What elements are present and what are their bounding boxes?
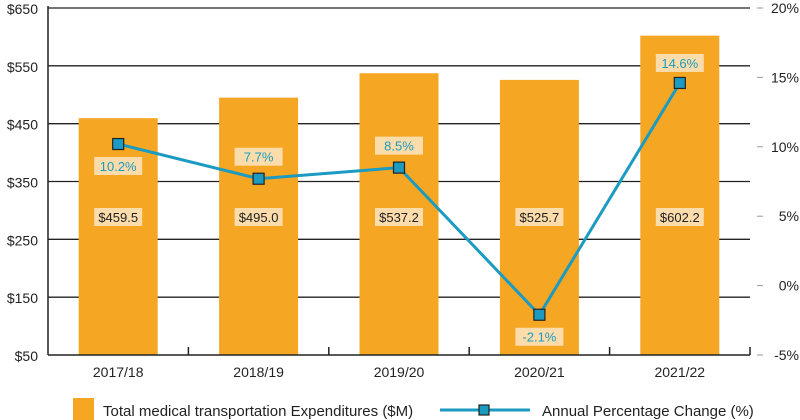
x-tick-label: 2017/18 (93, 364, 144, 380)
value-label-bg (655, 208, 704, 226)
value-label-bg (515, 208, 564, 226)
legend: Total medical transportation Expenditure… (73, 398, 754, 420)
y2-tick-label: 0% (779, 278, 799, 294)
bar (219, 97, 299, 356)
data-labels: $459.5 $495.0 $537.2 $525.7 $602.2 10.2% 7.7% 8… (94, 53, 704, 346)
value-label-bg (234, 208, 283, 226)
y2-tick-label: -5% (774, 347, 799, 363)
legend-line-label: Annual Percentage Change (%) (542, 403, 754, 420)
pct-label-bg (655, 53, 704, 72)
value-label: $495.0 (239, 210, 279, 225)
line-marker (392, 161, 406, 174)
x-tick-label: 2021/22 (654, 364, 705, 380)
value-label: $537.2 (379, 210, 419, 225)
line-series (112, 76, 686, 321)
y-tick-label: $50 (15, 348, 39, 364)
y2-tick-label: 10% (771, 139, 799, 155)
pct-label-bg (375, 136, 423, 155)
y-tick-label: $150 (7, 290, 38, 306)
y-tick-label: $450 (7, 117, 38, 133)
y2-tick-label: 20% (771, 0, 799, 16)
pct-label: 14.6% (661, 56, 698, 71)
y-tick-label: $350 (7, 175, 38, 191)
line-marker (112, 137, 125, 151)
legend-bar-label: Total medical transportation Expenditure… (103, 403, 413, 420)
pct-label: 7.7% (244, 150, 274, 165)
y-tick-label: $550 (7, 59, 38, 75)
line-marker (673, 76, 686, 90)
x-tick-label: 2020/21 (514, 364, 565, 380)
line-marker (533, 308, 546, 321)
value-label-bg (94, 208, 143, 226)
y-tick-label: $250 (7, 232, 38, 248)
value-label: $525.7 (520, 210, 560, 225)
value-label: $459.5 (98, 210, 138, 225)
pct-label: 8.5% (384, 139, 414, 154)
x-tick-label: 2018/19 (233, 364, 284, 380)
value-label-bg (375, 208, 423, 226)
pct-label: 10.2% (100, 159, 137, 174)
bars (78, 35, 720, 356)
legend-line-marker (478, 404, 490, 416)
pct-label: -2.1% (522, 330, 556, 345)
legend-bar-swatch (73, 398, 94, 420)
value-label: $602.2 (660, 210, 700, 225)
axes: $50 $150 $250 $350 $450 $550 $650 -5% 0% 5% 10% 15%… (7, 0, 799, 380)
pct-label-bg (515, 327, 564, 346)
y-tick-label: $650 (7, 1, 38, 17)
x-tick-label: 2019/20 (374, 364, 425, 380)
y2-tick-label: 5% (779, 208, 799, 224)
line-marker (252, 172, 265, 185)
pct-label-bg (94, 157, 143, 176)
y2-tick-label: 15% (771, 69, 799, 85)
pct-label-bg (234, 147, 283, 166)
bar (78, 118, 158, 355)
